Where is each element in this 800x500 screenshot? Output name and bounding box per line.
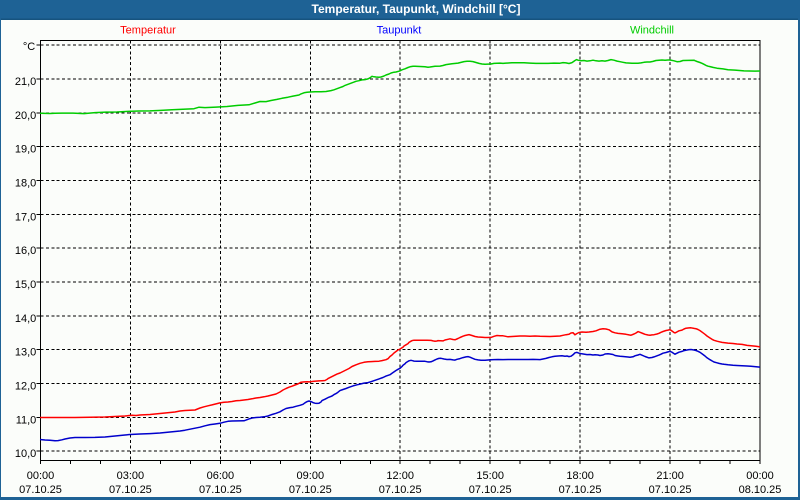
svg-text:11,0: 11,0 xyxy=(16,414,37,426)
svg-text:16,0: 16,0 xyxy=(15,245,36,257)
svg-text:07.10.25: 07.10.25 xyxy=(199,484,242,496)
svg-text:Windchill: Windchill xyxy=(630,25,674,37)
svg-text:Taupunkt: Taupunkt xyxy=(377,25,422,37)
svg-text:18:00: 18:00 xyxy=(566,470,594,482)
svg-text:07.10.25: 07.10.25 xyxy=(109,484,152,496)
svg-text:08.10.25: 08.10.25 xyxy=(739,484,782,496)
svg-text:15:00: 15:00 xyxy=(476,470,504,482)
svg-text:10,0: 10,0 xyxy=(15,448,36,460)
svg-text:13,0: 13,0 xyxy=(15,347,36,359)
svg-text:07.10.25: 07.10.25 xyxy=(469,484,512,496)
svg-text:07.10.25: 07.10.25 xyxy=(559,484,602,496)
svg-text:20,0: 20,0 xyxy=(15,110,36,122)
svg-text:00:00: 00:00 xyxy=(27,470,55,482)
svg-text:09:00: 09:00 xyxy=(297,470,325,482)
svg-text:07.10.25: 07.10.25 xyxy=(379,484,422,496)
svg-text:07.10.25: 07.10.25 xyxy=(289,484,332,496)
svg-text:18,0: 18,0 xyxy=(15,178,36,190)
svg-text:15,0: 15,0 xyxy=(15,279,36,291)
svg-text:19,0: 19,0 xyxy=(15,144,36,156)
svg-text:07.10.25: 07.10.25 xyxy=(19,484,62,496)
svg-text:12,0: 12,0 xyxy=(15,381,36,393)
svg-text:14,0: 14,0 xyxy=(15,313,36,325)
svg-text:21,0: 21,0 xyxy=(15,76,36,88)
svg-text:06:00: 06:00 xyxy=(207,470,235,482)
svg-text:03:00: 03:00 xyxy=(117,470,145,482)
svg-text:21:00: 21:00 xyxy=(656,470,684,482)
svg-text:17,0: 17,0 xyxy=(15,211,36,223)
svg-text:12:00: 12:00 xyxy=(386,470,414,482)
svg-text:°C: °C xyxy=(23,41,35,53)
svg-text:Temperatur: Temperatur xyxy=(120,25,176,37)
svg-text:00:00: 00:00 xyxy=(746,470,774,482)
svg-text:07.10.25: 07.10.25 xyxy=(649,484,692,496)
